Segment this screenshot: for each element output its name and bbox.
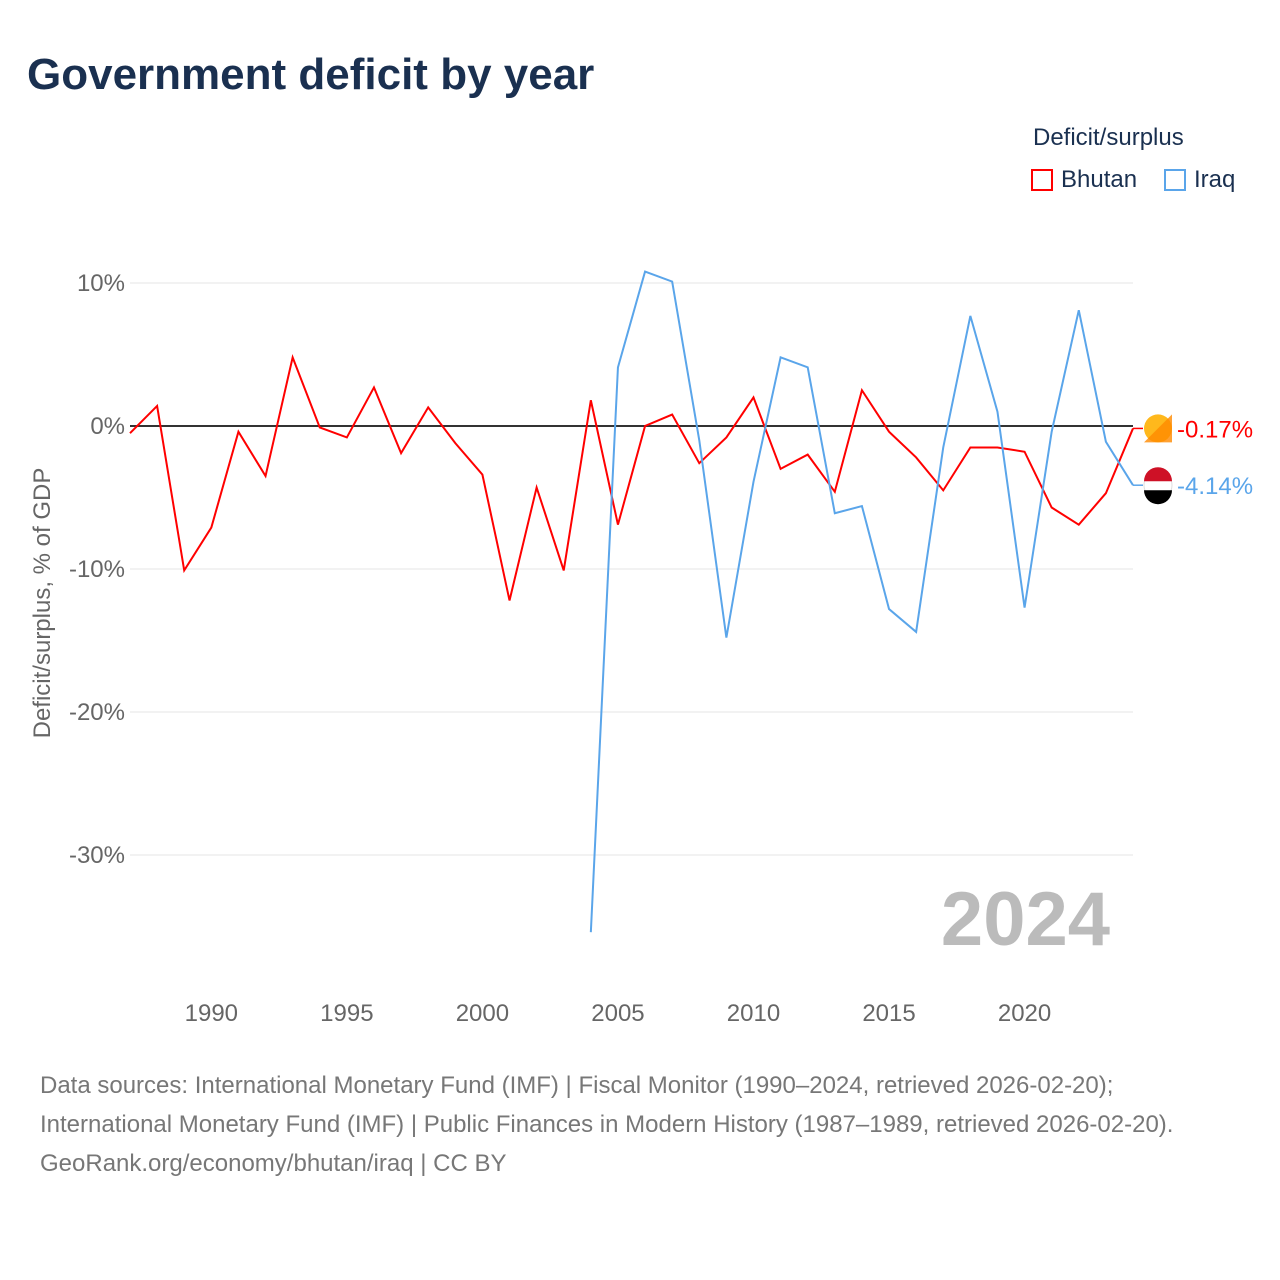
bhutan-flag-half <box>1144 414 1172 443</box>
x-tick-label: 2010 <box>727 1000 780 1027</box>
legend-item-bhutan[interactable]: Bhutan <box>1031 166 1137 194</box>
source-notes: Data sources: International Monetary Fun… <box>40 1066 1240 1183</box>
legend-item-iraq[interactable]: Iraq <box>1164 166 1235 194</box>
series-line-bhutan <box>129 353 1134 601</box>
iraq-flag-black <box>1144 490 1172 505</box>
y-tick-label: -30% <box>69 842 125 869</box>
y-axis-label: Deficit/surplus, % of GDP <box>29 468 56 739</box>
legend-label: Bhutan <box>1061 166 1138 193</box>
x-tick-label: 2000 <box>456 1000 509 1027</box>
y-tick-label: 10% <box>77 270 125 297</box>
x-tick-label: 2005 <box>591 1000 644 1027</box>
iraq-flag-red <box>1144 467 1172 482</box>
legend-label: Iraq <box>1194 166 1236 193</box>
end-value-label: -0.17% <box>1177 416 1253 443</box>
legend-swatch-iraq <box>1164 169 1186 191</box>
y-tick-label: 0% <box>90 413 125 440</box>
x-tick-label: 1990 <box>185 1000 238 1027</box>
x-tick-label: 1995 <box>320 1000 373 1027</box>
y-tick-label: -20% <box>69 699 125 726</box>
x-tick-label: 2020 <box>998 1000 1051 1027</box>
year-watermark: 2024 <box>941 877 1110 962</box>
attribution-link[interactable]: GeoRank.org/economy/bhutan/iraq | CC BY <box>40 1150 507 1177</box>
x-tick-label: 2015 <box>862 1000 915 1027</box>
source-text: Data sources: International Monetary Fun… <box>40 1072 1174 1138</box>
legend-swatch-bhutan <box>1031 169 1053 191</box>
legend-title: Deficit/surplus <box>1033 124 1184 151</box>
end-value-label: -4.14% <box>1177 473 1253 500</box>
y-tick-label: -10% <box>69 556 125 583</box>
series-line-iraq <box>589 270 1134 933</box>
page-title: Government deficit by year <box>27 50 595 99</box>
